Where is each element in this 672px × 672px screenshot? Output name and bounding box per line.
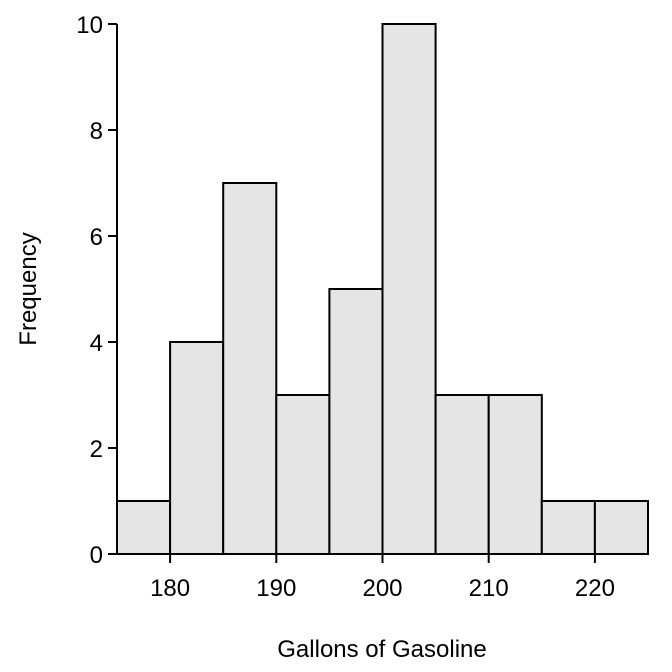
x-tick-label: 180 [150, 575, 190, 602]
y-tick-label: 2 [90, 436, 103, 463]
bars-layer [116, 23, 650, 555]
x-tick-label: 220 [575, 575, 615, 602]
y-tick-label: 0 [90, 542, 103, 569]
histogram-bar-1 [169, 341, 225, 555]
x-tick-label: 210 [469, 575, 509, 602]
histogram-bar-5 [381, 23, 437, 555]
y-axis-ticks: 0 2 4 6 8 10 [76, 12, 117, 569]
histogram-bar-0 [116, 500, 172, 555]
histogram-bar-7 [487, 394, 543, 555]
histogram-bar-2 [222, 182, 278, 555]
x-tick-label: 200 [362, 575, 402, 602]
y-tick-label: 6 [90, 224, 103, 251]
histogram-bar-4 [328, 288, 384, 555]
y-tick-label: 10 [76, 12, 103, 39]
histogram-bar-3 [275, 394, 331, 555]
x-tick-label: 190 [256, 575, 296, 602]
y-tick-label: 8 [90, 118, 103, 145]
x-axis-title: Gallons of Gasoline [277, 636, 486, 663]
histogram-bar-6 [434, 394, 490, 555]
x-axis-ticks: 180 190 200 210 220 [150, 554, 615, 602]
histogram-bar-8 [540, 500, 596, 555]
y-axis-title: Frequency [15, 232, 42, 345]
histogram-bar-9 [593, 500, 650, 555]
y-tick-label: 4 [90, 330, 103, 357]
